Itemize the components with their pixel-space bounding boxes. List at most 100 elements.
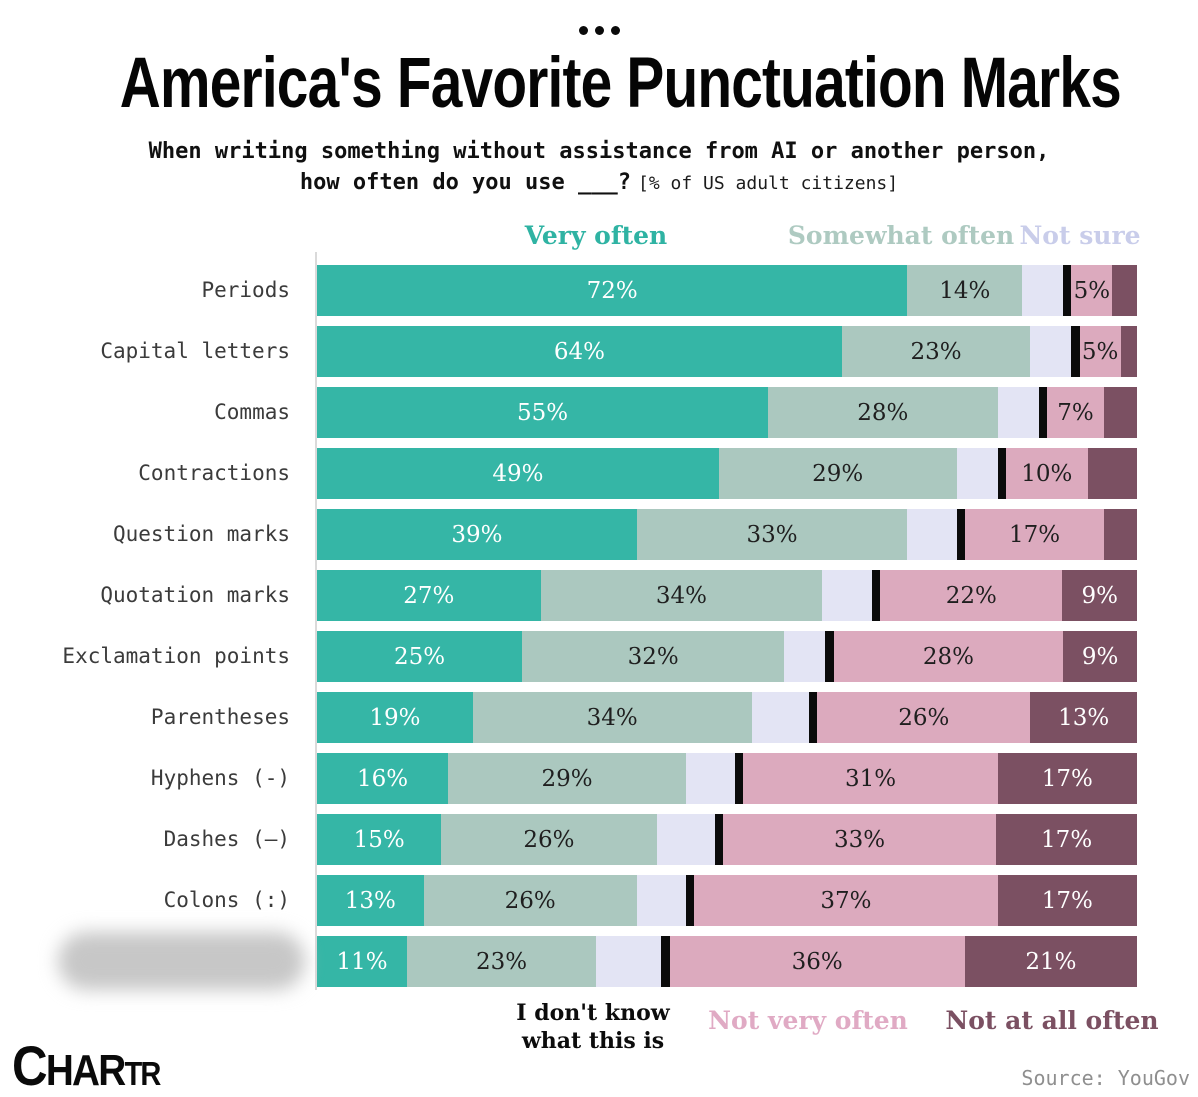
chart-row: Colons (:) 13% 26% 37% 17% xyxy=(0,875,1198,926)
dot-icon xyxy=(594,26,604,35)
bar-segment-dont-know xyxy=(809,692,818,743)
category-label: Parentheses xyxy=(150,705,290,729)
chartr-logo: C HAR TR xyxy=(12,1034,161,1097)
legend-dont-know-line-2: what this is xyxy=(521,1028,665,1054)
bar-segment-very-often: 49% xyxy=(317,448,719,499)
stacked-bar: 25% 32% 28% 9% xyxy=(317,631,1137,682)
bar-segment-dont-know xyxy=(686,875,695,926)
legend-dont-know: I don't know what this is xyxy=(516,999,669,1055)
bar-segment-not-at-all-often: 17% xyxy=(997,875,1138,926)
bar-segment-somewhat-often: 26% xyxy=(441,814,657,865)
axis-line xyxy=(315,252,317,990)
bar-segment-not-at-all-often: 17% xyxy=(997,753,1138,804)
bar-segment-dont-know xyxy=(661,936,670,987)
bar-segment-not-at-all-often: 9% xyxy=(1063,631,1137,682)
bar-segment-dont-know xyxy=(825,631,834,682)
bar-segment-dont-know xyxy=(714,814,723,865)
bar-segment-very-often: 19% xyxy=(317,692,473,743)
bar-segment-dont-know xyxy=(997,448,1006,499)
source-text: Source: YouGov xyxy=(1021,1066,1190,1090)
bar-segment-not-very-often: 22% xyxy=(880,570,1063,621)
ellipsis-icon xyxy=(0,26,1198,35)
bar-segment-not-sure xyxy=(751,692,809,743)
chart-row: Contractions 49% 29% 10% xyxy=(0,448,1198,499)
bar-segment-dont-know xyxy=(1071,326,1080,377)
chart-row: Exclamation points 25% 32% 28% 9% xyxy=(0,631,1198,682)
category-label: Colons (:) xyxy=(163,888,290,912)
bar-segment-not-at-all-often: 9% xyxy=(1062,570,1137,621)
stacked-bar: 39% 33% 17% xyxy=(317,509,1137,560)
category-label xyxy=(0,932,317,990)
bar-segment-very-often: 25% xyxy=(317,631,522,682)
chart-row: Hyphens (-) 16% 29% 31% 17% xyxy=(0,753,1198,804)
bar-segment-not-sure xyxy=(656,814,715,865)
bar-segment-somewhat-often: 23% xyxy=(841,326,1031,377)
bar-segment-not-sure xyxy=(822,570,872,621)
bar-segment-not-at-all-often: 13% xyxy=(1030,692,1137,743)
blurred-category-label xyxy=(58,932,305,990)
chart-row: 11% 23% 36% 21% xyxy=(0,932,1198,990)
category-label: Exclamation points xyxy=(62,644,290,668)
stacked-bar: 55% 28% 7% xyxy=(317,387,1137,438)
bar-segment-not-sure xyxy=(1022,265,1064,316)
bar-segment-not-at-all-often xyxy=(1104,387,1137,438)
chart-row: Parentheses 19% 34% 26% 13% xyxy=(0,692,1198,743)
chart-row: Dashes (—) 15% 26% 33% 17% xyxy=(0,814,1198,865)
bar-segment-somewhat-often: 23% xyxy=(407,936,596,987)
dot-icon xyxy=(610,26,620,35)
bar-segment-not-very-often: 7% xyxy=(1046,387,1105,438)
page-title: America's Favorite Punctuation Marks xyxy=(119,44,1122,123)
bar-segment-dont-know xyxy=(871,570,881,621)
dot-icon xyxy=(578,26,588,35)
bar-segment-not-very-often: 10% xyxy=(1005,448,1088,499)
bar-segment-somewhat-often: 33% xyxy=(636,509,908,560)
category-label: Periods xyxy=(201,278,290,302)
category-label: Contractions xyxy=(138,461,290,485)
logo-letter-group-1: C xyxy=(12,1034,48,1097)
stacked-bar: 19% 34% 26% 13% xyxy=(317,692,1137,743)
bar-segment-not-sure xyxy=(956,448,998,499)
bar-segment-very-often: 64% xyxy=(317,326,842,377)
stacked-bar: 49% 29% 10% xyxy=(317,448,1137,499)
stacked-bar: 64% 23% 5% xyxy=(317,326,1137,377)
bar-segment-not-very-often: 33% xyxy=(722,814,997,865)
subtitle-line-2: how often do you use ___? [% of US adult … xyxy=(0,170,1198,195)
bar-segment-dont-know xyxy=(956,509,965,560)
bar-segment-not-at-all-often xyxy=(1112,265,1137,316)
category-label: Quotation marks xyxy=(100,583,290,607)
bar-segment-not-sure xyxy=(1030,326,1072,377)
stacked-bar: 27% 34% 22% 9% xyxy=(317,570,1137,621)
logo-letter-group-3: TR xyxy=(124,1055,161,1092)
legend-not-at-all-often: Not at all often xyxy=(945,1006,1159,1035)
category-label: Question marks xyxy=(112,522,290,546)
chart-rows: Periods 72% 14% 5% Capital letters 64% 23% 5% Co… xyxy=(0,265,1198,997)
category-label: Dashes (—) xyxy=(163,827,290,851)
bar-segment-very-often: 27% xyxy=(317,570,541,621)
bar-segment-dont-know xyxy=(1063,265,1072,316)
bar-segment-not-at-all-often: 21% xyxy=(964,936,1137,987)
chart-row: Question marks 39% 33% 17% xyxy=(0,509,1198,560)
bar-segment-somewhat-often: 29% xyxy=(448,753,686,804)
bar-segment-somewhat-often: 26% xyxy=(423,875,637,926)
bar-segment-very-often: 55% xyxy=(317,387,768,438)
bar-segment-very-often: 13% xyxy=(317,875,424,926)
category-label: Hyphens (-) xyxy=(150,766,290,790)
bar-segment-not-sure xyxy=(907,509,957,560)
stacked-bar: 13% 26% 37% 17% xyxy=(317,875,1138,926)
bar-segment-not-very-often: 26% xyxy=(817,692,1031,743)
bar-segment-dont-know xyxy=(1038,387,1047,438)
bar-segment-not-at-all-often xyxy=(1120,326,1137,377)
bar-segment-not-very-often: 28% xyxy=(833,631,1064,682)
bar-segment-very-often: 15% xyxy=(317,814,442,865)
legend-not-sure: Not sure xyxy=(1019,221,1141,250)
chart-row: Quotation marks 27% 34% 22% 9% xyxy=(0,570,1198,621)
bar-segment-somewhat-often: 29% xyxy=(718,448,957,499)
bar-segment-somewhat-often: 34% xyxy=(472,692,752,743)
stacked-bar: 16% 29% 31% 17% xyxy=(317,753,1138,804)
bar-segment-not-very-often: 36% xyxy=(669,936,965,987)
bar-segment-not-sure xyxy=(636,875,686,926)
bar-segment-not-very-often: 37% xyxy=(694,875,998,926)
bar-segment-somewhat-often: 32% xyxy=(522,631,785,682)
bar-segment-not-very-often: 31% xyxy=(743,753,998,804)
